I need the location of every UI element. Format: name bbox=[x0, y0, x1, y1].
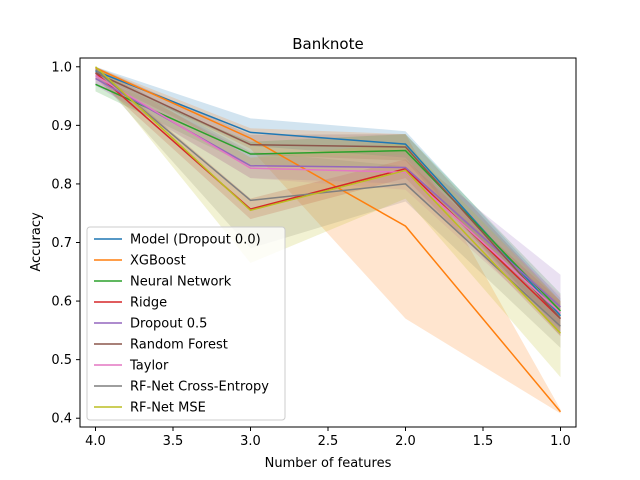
y-tick-label: 0.7 bbox=[51, 236, 72, 251]
series-line-taylor bbox=[95, 74, 562, 314]
x-tick-label: 1.0 bbox=[550, 434, 571, 449]
x-tick-label: 3.0 bbox=[240, 434, 261, 449]
legend-label-taylor: Taylor bbox=[129, 359, 169, 374]
x-tick-label: 2.5 bbox=[318, 434, 339, 449]
legend-label-random-forest: Random Forest bbox=[130, 338, 228, 353]
y-tick-label: 0.9 bbox=[51, 119, 72, 134]
legend-label-model-dropout-0-0: Model (Dropout 0.0) bbox=[130, 233, 261, 248]
y-tick-label: 0.6 bbox=[51, 295, 72, 310]
x-axis-label: Number of features bbox=[265, 456, 392, 471]
x-tick-label: 1.5 bbox=[473, 434, 494, 449]
band-random-forest bbox=[95, 66, 561, 337]
series-line-random-forest bbox=[95, 71, 562, 320]
series-line-xgboost bbox=[95, 67, 562, 413]
x-axis-ticks: 4.0 3.5 3.0 2.5 2.0 1.5 1.0 bbox=[85, 427, 571, 449]
x-tick-label: 2.0 bbox=[395, 434, 416, 449]
band-dropout-0-5 bbox=[95, 71, 561, 326]
legend-label-rf-net-cross-entropy: RF-Net Cross-Entropy bbox=[130, 380, 269, 395]
legend: Model (Dropout 0.0) XGBoost Neural Network… bbox=[86, 226, 286, 421]
series-lines bbox=[94, 66, 562, 413]
y-tick-label: 0.5 bbox=[51, 353, 72, 368]
y-tick-label: 1.0 bbox=[51, 60, 72, 75]
legend-label-neural-network: Neural Network bbox=[130, 275, 232, 290]
chart-title: Banknote bbox=[292, 35, 363, 53]
y-axis-ticks: 0.4 0.5 0.6 0.7 0.8 0.9 1.0 bbox=[51, 60, 80, 427]
series-line-neural-network bbox=[95, 83, 562, 312]
y-tick-label: 0.8 bbox=[51, 177, 72, 192]
series-line-ridge bbox=[95, 72, 562, 320]
band-xgboost bbox=[95, 66, 561, 414]
legend-label-xgboost: XGBoost bbox=[130, 254, 186, 269]
legend-label-dropout-0-5: Dropout 0.5 bbox=[130, 317, 207, 332]
legend-box bbox=[86, 226, 286, 421]
x-tick-label: 4.0 bbox=[85, 434, 106, 449]
y-tick-label: 0.4 bbox=[51, 412, 72, 427]
band-neural-network bbox=[95, 77, 561, 329]
series-line-rf-net-cross-entropy bbox=[95, 69, 562, 327]
legend-label-rf-net-mse: RF-Net MSE bbox=[130, 401, 206, 416]
series-line-rf-net-mse bbox=[94, 66, 562, 334]
x-tick-label: 3.5 bbox=[163, 434, 184, 449]
y-axis-label: Accuracy bbox=[29, 212, 44, 272]
legend-label-ridge: Ridge bbox=[130, 296, 167, 311]
